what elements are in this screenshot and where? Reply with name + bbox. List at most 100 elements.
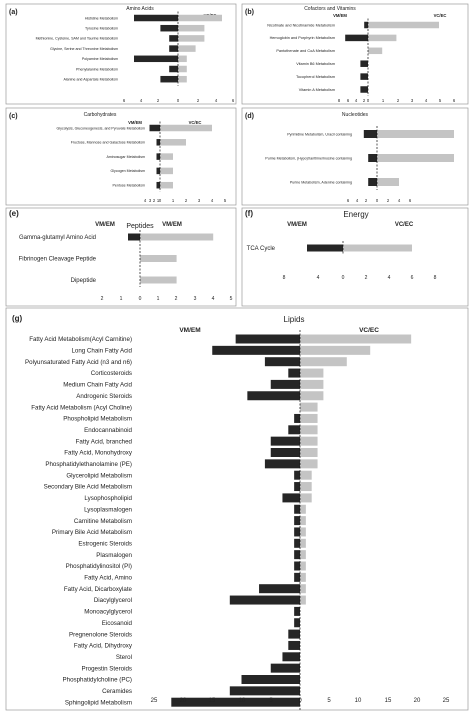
panel-c-frame [5, 107, 237, 206]
panel-a-bar-vc [178, 55, 187, 63]
panel-e-tick-label: 2 [101, 296, 104, 302]
panel-g-tick-label: 5 [269, 698, 273, 704]
panel-f-label: (f) [245, 209, 253, 218]
panel-g-category-label: Phosphatidylinositol (PI) [66, 563, 132, 570]
panel-g-bar-vm [264, 357, 300, 367]
panel-g-bar-vc [300, 561, 306, 571]
panel-g-bar-vm [229, 595, 300, 605]
panel-g-category-label: Fatty Acid, Dihydroxy [74, 643, 133, 650]
panel-a-tick-label: 2 [197, 98, 200, 103]
panel-e-tick-label: 2 [175, 296, 178, 302]
panel-c-tick-label: 0 [159, 198, 162, 203]
panel-c-bar-vm [156, 153, 160, 160]
panel-g-tick-label: 20 [180, 698, 187, 704]
panel-f-category-label: TCA Cycle [247, 246, 276, 252]
panel-d-category-label: Purine Metabolism, Adenine containing [290, 180, 352, 184]
panel-g-bar-vc [300, 584, 306, 594]
panel-e-bar-vc [140, 233, 214, 241]
panel-g-bar-vm [294, 550, 300, 560]
panel-b-category-label: Vitamin B6 Metabolism [296, 62, 335, 66]
panel-b-category-label: Vitamin A Metabolism [299, 88, 335, 92]
panel-g-bar-vc [300, 402, 318, 412]
panel-g-bar-vc [300, 413, 318, 423]
panel-c-tick-label: 2 [153, 198, 156, 203]
panel-e-category-label: Gamma-glutamyl Amino Acid [19, 235, 96, 241]
panel-g-category-label: Fatty Acid, branched [76, 438, 133, 445]
panel-e-tick-label: 1 [120, 296, 123, 302]
panel-g-category-label: Corticosteroids [91, 370, 132, 377]
panel-g-bar-vm [288, 425, 300, 435]
panel-f-tick-label: 4 [317, 275, 320, 281]
panel-e-bar-vc [140, 276, 177, 284]
panel-c-bar-vm [156, 139, 160, 146]
panel-e-bar-vm [128, 233, 140, 241]
panel-d-tick-label: 4 [356, 198, 359, 203]
panel-c-tick-label: 1 [157, 198, 160, 203]
panel-c-right-header: VC/EC [189, 120, 202, 125]
panel-g-category-label: Fatty Acid, Amino [84, 575, 132, 582]
panel-g-bar-vc [300, 516, 306, 526]
panel-g-category-label: Primary Bile Acid Metabolism [52, 529, 132, 536]
panel-c-left-header: VM/EM [128, 120, 142, 125]
panel-g-tick-label: 25 [443, 698, 450, 704]
panel-g-bar-vm [270, 379, 300, 389]
panel-g-bar-vm [288, 640, 300, 650]
panel-b-tick-label: 6 [347, 98, 350, 103]
panel-g-category-label: Diacylglycerol [94, 597, 132, 604]
panel-g-bar-vm [247, 391, 300, 401]
panel-d-bar-vm [368, 154, 377, 162]
panel-g-bar-vm [282, 652, 300, 662]
panel-a-bar-vc [178, 45, 196, 52]
panel-c-category-label: Glycogen Metabolism [110, 169, 145, 173]
panel-b-tick-label: 8 [338, 98, 341, 103]
panel-d-bar-vm [368, 178, 377, 186]
panel-c-tick-label: 2 [185, 198, 188, 203]
panel-g-bar-vm [294, 516, 300, 526]
panel-g-right-header: VC/EC [359, 327, 379, 334]
panel-b-bar-vc [368, 21, 439, 29]
panel-g-bar-vm [294, 470, 300, 480]
panel-f-title: Energy [343, 210, 368, 219]
panel-a-title: Amino Acids [126, 6, 154, 12]
panel-b-bar-vm [364, 21, 368, 29]
panel-a-category-label: Polyamine Metabolism [82, 57, 118, 61]
panel-f-bar-vc [343, 244, 412, 252]
panel-g-bar-vm [270, 436, 300, 446]
panel-e-tick-label: 3 [194, 296, 197, 302]
panel-g-left-header: VM/EM [179, 327, 200, 334]
panel-a-bar-vm [160, 24, 178, 32]
panel-b-bar-vc [368, 47, 383, 55]
panel-g-category-label: Fatty Acid Metabolism (Acyl Choline) [31, 404, 132, 411]
panel-b-frame [241, 3, 469, 105]
panel-e-right-header: VM/EM [162, 222, 182, 228]
panel-c-title: Carbohydrates [84, 112, 117, 118]
panel-c-bar-vm [156, 167, 160, 175]
panel-c-bar-vc [160, 181, 173, 189]
panel-g-category-label: Phospholipid Metabolism [63, 416, 132, 423]
panel-e-tick-label: 4 [212, 296, 215, 302]
panel-g-bar-vc [300, 550, 306, 560]
panel-b-bar-vc [368, 34, 397, 42]
panel-g-bar-vm [294, 527, 300, 537]
panel-g-category-label: Phosphatidylcholine (PC) [63, 677, 132, 684]
panel-c-bar-vc [160, 153, 173, 160]
panel-g-category-label: Carnitine Metabolism [74, 518, 132, 525]
panel-g-category-label: Androgenic Steroids [76, 393, 132, 400]
panel-b-category-label: Tocopherol Metabolism [296, 75, 335, 79]
panel-a-category-label: Methionine, Cysteine, SAM and Taurine Me… [36, 37, 118, 41]
panel-g-category-label: Long Chain Fatty Acid [71, 348, 132, 355]
panel-e-title: Peptides [126, 223, 154, 230]
panel-f-tick-label: 8 [283, 275, 286, 281]
panel-c-category-label: Glycolysis, Gluconeogenesis, and Pyruvat… [57, 126, 146, 130]
panel-d-tick-label: 0 [376, 198, 379, 203]
panel-g-category-label: Eicosanoid [102, 620, 133, 627]
panel-g-tick-label: 10 [239, 698, 246, 704]
panel-d-frame [241, 107, 469, 206]
panel-g-category-label: Fatty Acid, Monohydroxy [64, 450, 133, 457]
panel-c-tick-label: 3 [198, 198, 201, 203]
panel-c-tick-label: 5 [224, 198, 227, 203]
panel-g-bar-vm [270, 448, 300, 457]
panel-a-tick-label: 2 [157, 98, 160, 103]
panel-g-category-label: Monoacylglycerol [84, 609, 132, 616]
panel-e-tick-label: 0 [139, 296, 142, 302]
